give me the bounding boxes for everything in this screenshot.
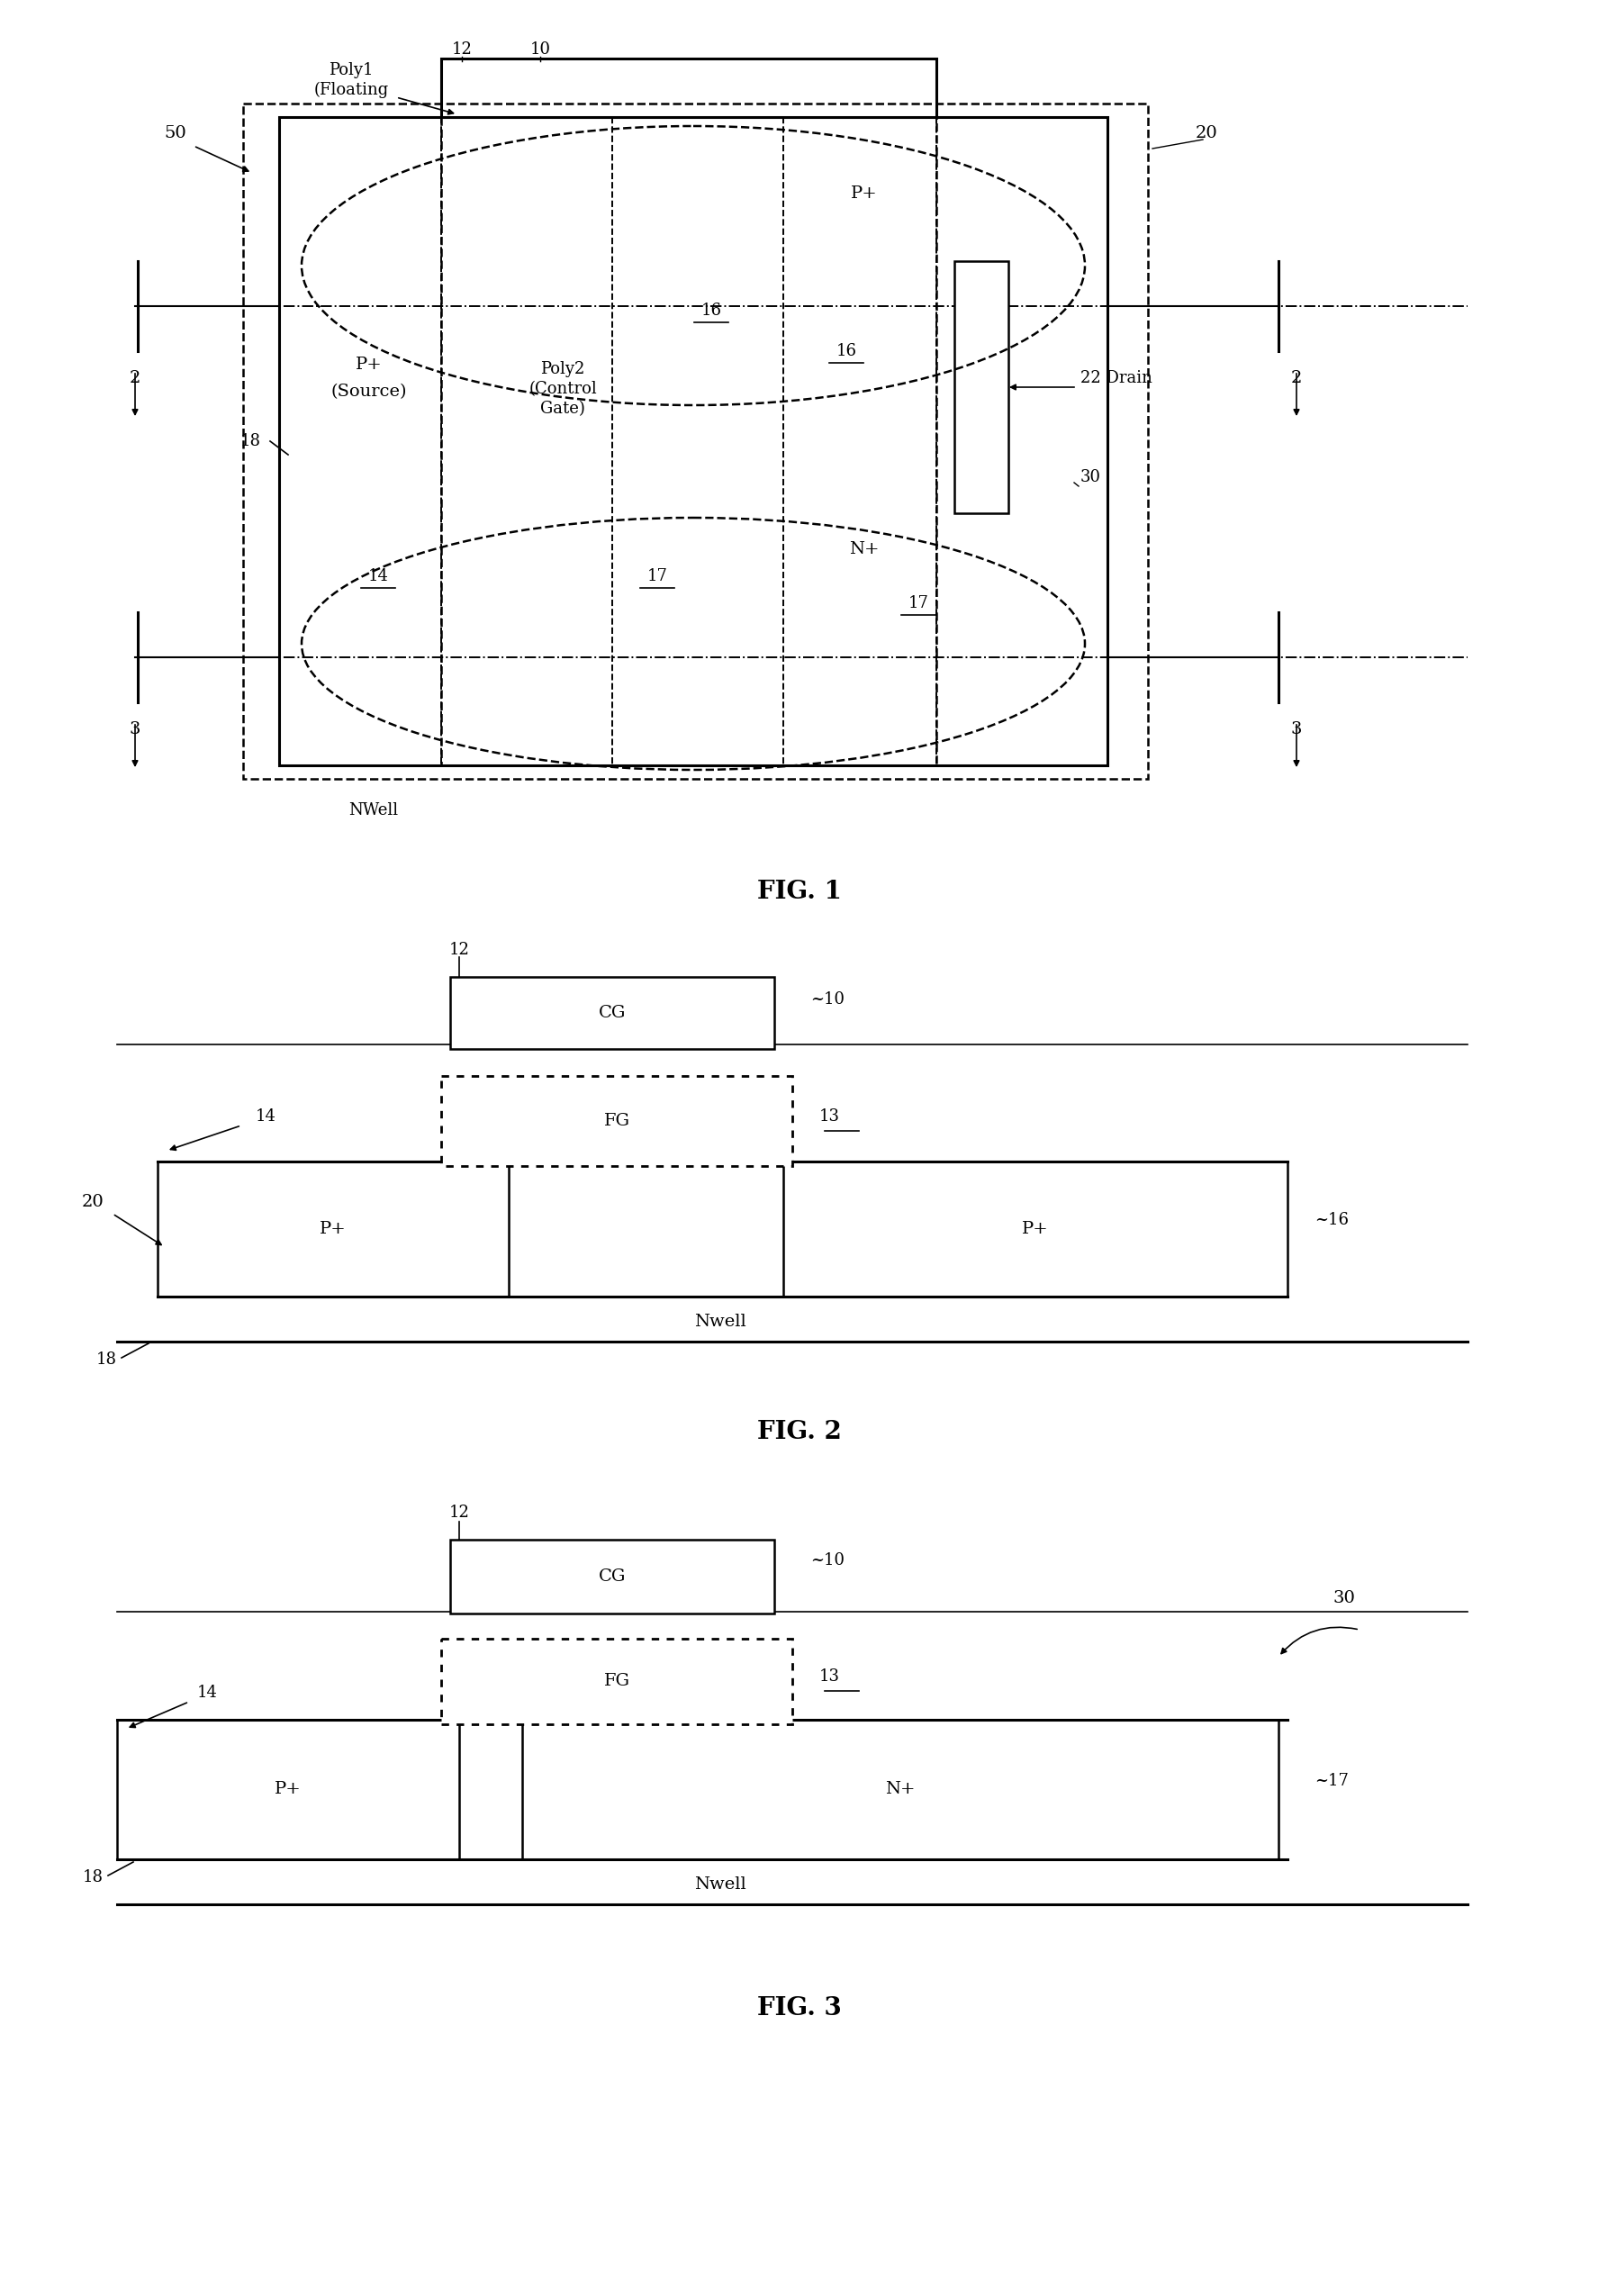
Bar	[451, 976, 774, 1049]
Text: FIG. 3: FIG. 3	[758, 1995, 841, 2020]
Text: ~17: ~17	[1314, 1773, 1348, 1789]
Text: 13: 13	[819, 1109, 839, 1125]
Text: 14: 14	[256, 1109, 277, 1125]
Text: P+: P+	[1022, 1221, 1049, 1238]
Text: 12: 12	[451, 41, 472, 57]
Bar	[441, 1639, 792, 1724]
Bar	[441, 117, 937, 765]
Bar	[955, 262, 1009, 514]
Text: 18: 18	[96, 1352, 117, 1368]
Text: 3: 3	[1290, 721, 1302, 737]
Text: (Control: (Control	[529, 381, 596, 397]
Text: 50: 50	[165, 126, 187, 142]
Text: 18: 18	[83, 1869, 104, 1885]
Text: Poly1: Poly1	[329, 62, 374, 78]
Text: FG: FG	[604, 1674, 630, 1690]
Text: P+: P+	[320, 1221, 347, 1238]
Text: 12: 12	[449, 1504, 470, 1520]
Text: 3: 3	[130, 721, 141, 737]
Text: ~16: ~16	[1314, 1212, 1348, 1228]
Bar	[158, 1162, 508, 1297]
Text: P+: P+	[851, 186, 878, 202]
Text: 12: 12	[449, 941, 470, 957]
Text: 18: 18	[240, 434, 261, 450]
Text: Poly2: Poly2	[540, 360, 585, 377]
Text: 17: 17	[648, 567, 667, 585]
Text: P+: P+	[275, 1782, 302, 1798]
Text: Nwell: Nwell	[694, 1876, 747, 1892]
Text: CG: CG	[598, 1006, 625, 1022]
Text: NWell: NWell	[349, 801, 398, 817]
Bar	[117, 1720, 459, 1860]
Text: 10: 10	[529, 41, 550, 57]
Bar	[451, 1541, 774, 1614]
Text: Nwell: Nwell	[694, 1313, 747, 1329]
Text: 16: 16	[836, 342, 857, 358]
Text: N+: N+	[886, 1782, 915, 1798]
Text: FIG. 2: FIG. 2	[758, 1419, 841, 1444]
Text: 13: 13	[819, 1669, 839, 1685]
Bar	[441, 57, 937, 117]
Text: 20: 20	[1196, 126, 1217, 142]
Text: 20: 20	[82, 1194, 104, 1210]
Text: 30: 30	[1332, 1591, 1354, 1607]
Text: ~10: ~10	[811, 1552, 844, 1568]
Text: 22 Drain: 22 Drain	[1081, 370, 1153, 386]
Text: ~10: ~10	[811, 992, 844, 1008]
Text: 14: 14	[197, 1685, 217, 1701]
Text: 14: 14	[368, 567, 389, 585]
Text: (Floating: (Floating	[313, 83, 389, 99]
Bar	[243, 103, 1148, 778]
Bar	[523, 1720, 1279, 1860]
Text: 2: 2	[130, 370, 141, 386]
Text: N+: N+	[849, 542, 879, 558]
Text: P+: P+	[355, 356, 382, 372]
Text: 2: 2	[1290, 370, 1302, 386]
Text: Gate): Gate)	[540, 402, 585, 418]
Text: 16: 16	[700, 303, 721, 319]
Text: 30: 30	[1081, 468, 1102, 484]
Text: (Source): (Source)	[331, 383, 408, 400]
Bar	[784, 1162, 1287, 1297]
Text: CG: CG	[598, 1568, 625, 1584]
Text: FG: FG	[604, 1114, 630, 1130]
Text: 17: 17	[908, 595, 929, 611]
Text: FIG. 1: FIG. 1	[758, 879, 841, 905]
Bar	[441, 1077, 792, 1166]
Bar	[280, 117, 1108, 765]
